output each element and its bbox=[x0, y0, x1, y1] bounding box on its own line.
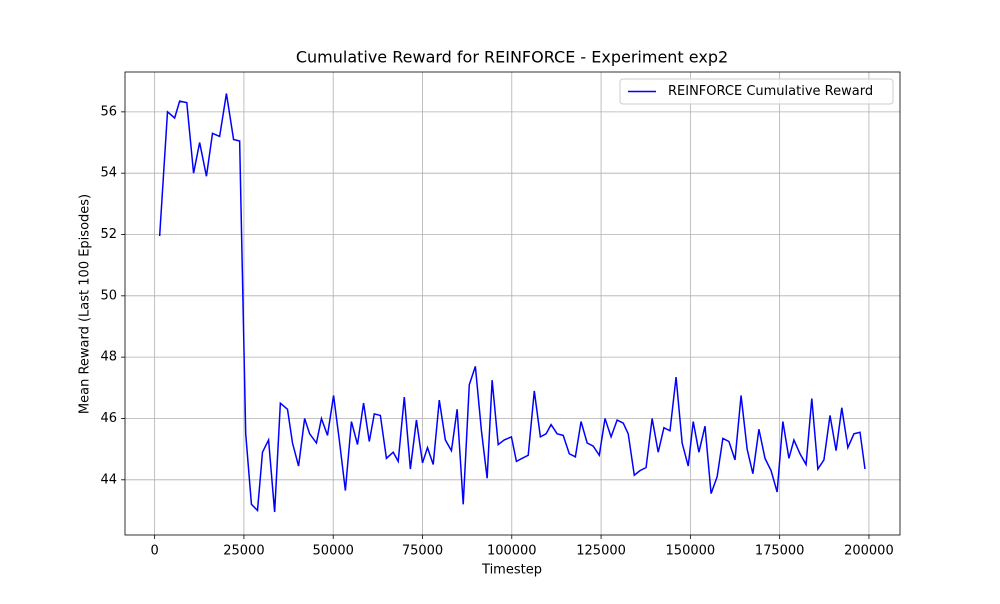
legend-box bbox=[619, 78, 894, 105]
y-tick-label: 56 bbox=[100, 104, 117, 119]
x-tick-label: 125000 bbox=[576, 544, 626, 559]
x-tick-label: 75000 bbox=[402, 544, 443, 559]
y-axis-label: Mean Reward (Last 100 Episodes) bbox=[78, 194, 93, 414]
y-tick-label: 52 bbox=[100, 227, 117, 242]
x-tick-label: 200000 bbox=[844, 544, 894, 559]
x-tick-label: 175000 bbox=[755, 544, 805, 559]
legend-label: REINFORCE Cumulative Reward bbox=[668, 84, 873, 99]
y-tick-label: 46 bbox=[100, 411, 117, 426]
y-tick-label: 54 bbox=[100, 166, 117, 181]
x-tick-label: 50000 bbox=[313, 544, 354, 559]
x-tick-label: 100000 bbox=[487, 544, 537, 559]
x-tick-label: 150000 bbox=[666, 544, 716, 559]
y-tick-label: 50 bbox=[100, 288, 117, 303]
data-line bbox=[158, 93, 866, 513]
y-tick-label: 44 bbox=[100, 472, 117, 487]
x-tick-label: 25000 bbox=[223, 544, 264, 559]
x-tick-label: 0 bbox=[151, 544, 159, 559]
y-tick-label: 48 bbox=[100, 350, 117, 365]
chart-title: Cumulative Reward for REINFORCE - Experi… bbox=[296, 48, 728, 67]
x-axis-label: Timestep bbox=[481, 563, 542, 578]
plot-frame bbox=[124, 71, 901, 536]
